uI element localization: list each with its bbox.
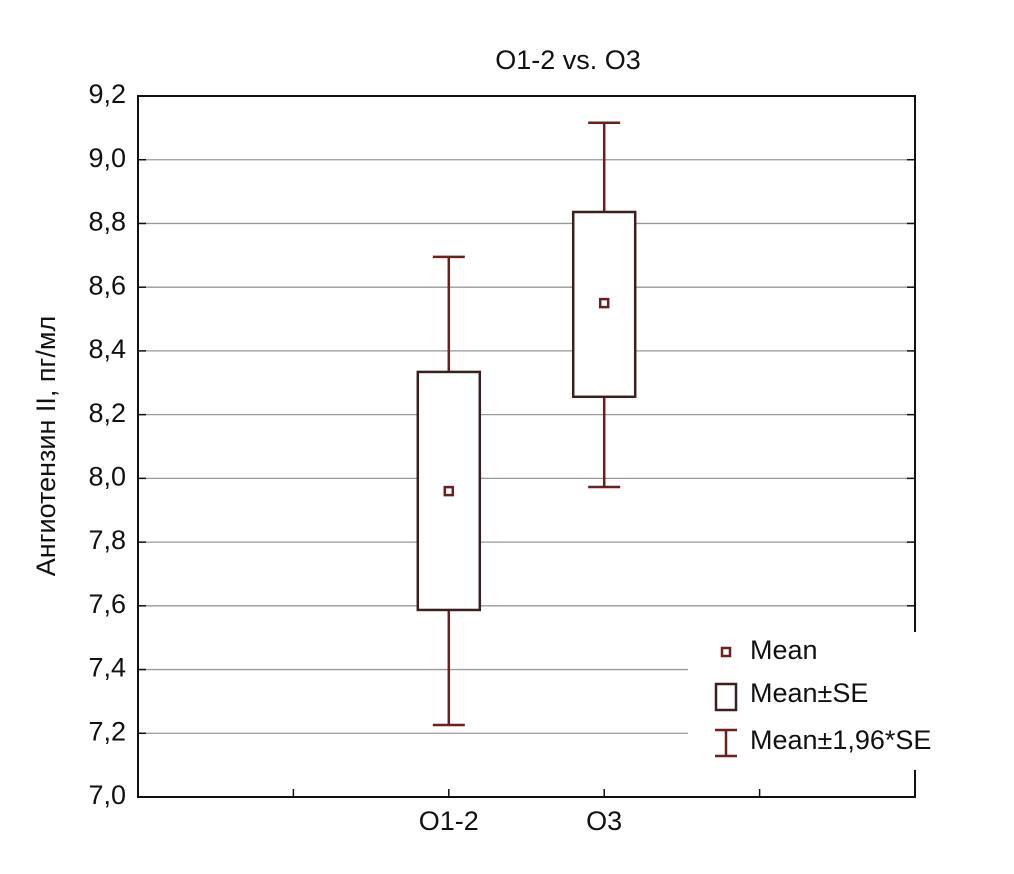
y-tick-label: 8,0 [88,461,126,491]
mean-marker [443,485,455,497]
mean-marker [598,297,610,309]
y-tick-label: 9,0 [88,143,126,173]
plot-frame [137,95,916,798]
y-tick-label: 8,8 [88,207,126,237]
y-tick-label: 8,2 [88,398,126,428]
y-tick-label: 7,2 [88,716,126,746]
legend-label: Mean±1,96*SE [750,725,931,755]
y-tick-label: 7,0 [88,780,126,810]
legend-background [688,632,1014,770]
y-axis-label: Ангиотензин II, пг/мл [31,316,61,576]
x-tick-label: O3 [586,806,622,836]
y-tick-label: 7,8 [88,525,126,555]
y-tick-label: 8,6 [88,270,126,300]
y-tick-label: 7,6 [88,589,126,619]
legend-se-symbol [714,682,738,712]
legend-label: Mean [750,635,818,665]
y-tick-label: 7,4 [88,653,126,683]
y-tick-label: 9,2 [88,79,126,109]
chart-title: O1-2 vs. O3 [495,45,641,75]
legend-mean-symbol [720,646,732,658]
y-tick-label: 8,4 [88,334,126,364]
legend-label: Mean±SE [750,678,868,708]
x-tick-label: O1-2 [419,806,479,836]
